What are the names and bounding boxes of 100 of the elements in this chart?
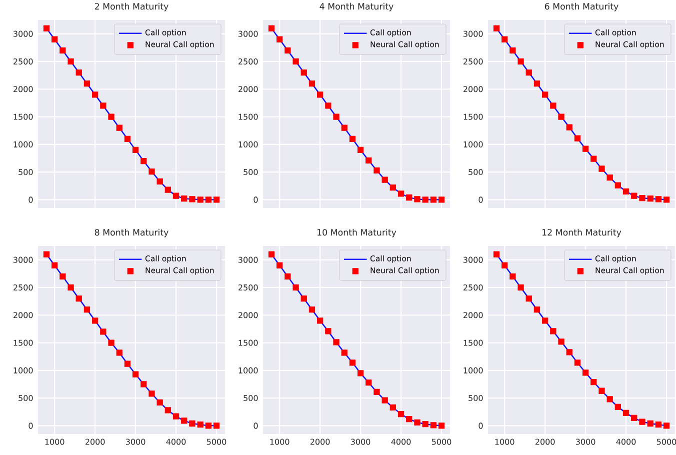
point xyxy=(52,262,58,268)
point xyxy=(317,92,324,98)
point xyxy=(268,25,275,32)
point xyxy=(357,146,364,154)
x-tick-label: 4000 xyxy=(391,438,411,445)
y-tick-label: 500 xyxy=(468,169,483,176)
point xyxy=(574,360,581,366)
chart-title: 8 Month Maturity xyxy=(94,228,168,238)
x-tick-label: 3000 xyxy=(350,438,370,445)
chart-title: 4 Month Maturity xyxy=(320,2,394,12)
y-tick-label: 1500 xyxy=(14,114,33,120)
y-tick-label: 2000 xyxy=(238,86,258,92)
y-tick-label: 1000 xyxy=(238,141,258,148)
point xyxy=(189,420,196,427)
point xyxy=(60,273,66,280)
point xyxy=(140,381,147,388)
x-tick-label: 4000 xyxy=(616,438,636,445)
point xyxy=(566,124,572,130)
point xyxy=(614,182,621,188)
point xyxy=(276,36,283,42)
point xyxy=(341,124,348,131)
point xyxy=(526,69,532,76)
point xyxy=(631,414,638,422)
point xyxy=(422,420,428,428)
point xyxy=(614,404,621,410)
point xyxy=(493,25,500,32)
point xyxy=(518,58,524,65)
point xyxy=(390,184,396,191)
point xyxy=(655,196,662,202)
point xyxy=(92,318,98,324)
point xyxy=(606,174,613,181)
point xyxy=(406,416,412,422)
point xyxy=(558,338,564,345)
point xyxy=(300,295,307,302)
y-tick-label: 2500 xyxy=(238,284,258,290)
point xyxy=(156,178,163,185)
point xyxy=(542,92,548,98)
y-tick-label: 2500 xyxy=(464,284,483,290)
point xyxy=(300,69,307,76)
point xyxy=(292,284,299,291)
y-tick-label: 1000 xyxy=(14,367,33,374)
point xyxy=(172,192,180,199)
point xyxy=(606,396,613,402)
point xyxy=(430,196,436,203)
y-tick-label: 500 xyxy=(244,169,258,176)
point xyxy=(582,370,589,376)
point xyxy=(655,422,662,428)
point xyxy=(341,350,348,356)
point xyxy=(558,114,564,120)
point xyxy=(622,410,630,416)
point xyxy=(325,328,332,334)
point xyxy=(502,262,508,268)
point xyxy=(317,318,324,324)
y-tick-label: 2000 xyxy=(14,312,33,318)
point xyxy=(574,135,581,142)
y-tick-label: 2000 xyxy=(14,86,33,92)
point xyxy=(382,176,388,183)
y-tick-label: 2500 xyxy=(464,58,483,64)
x-tick-label: 5000 xyxy=(656,438,676,445)
point xyxy=(374,167,380,174)
point xyxy=(366,380,372,386)
point xyxy=(550,102,556,109)
y-tick-label: 2000 xyxy=(464,86,483,92)
point xyxy=(349,136,356,142)
x-tick-label: 1000 xyxy=(495,438,514,445)
x-tick-label: 1000 xyxy=(270,438,290,445)
point xyxy=(108,340,114,346)
point xyxy=(622,188,630,194)
point xyxy=(406,194,412,201)
y-tick-label: 1000 xyxy=(464,141,483,148)
chart-title: 2 Month Maturity xyxy=(94,2,168,12)
point xyxy=(398,190,404,197)
y-tick-label: 1500 xyxy=(14,340,33,346)
point xyxy=(598,388,605,394)
point xyxy=(116,124,122,131)
point xyxy=(108,114,114,120)
point xyxy=(502,36,508,42)
point xyxy=(276,262,283,268)
point xyxy=(663,422,670,429)
point xyxy=(422,196,428,203)
point xyxy=(550,328,556,334)
point xyxy=(124,136,131,142)
point xyxy=(156,399,163,406)
point xyxy=(414,196,420,202)
x-tick-label: 2000 xyxy=(310,438,330,445)
point xyxy=(510,273,516,280)
point xyxy=(518,284,524,291)
point xyxy=(181,418,188,424)
point xyxy=(164,407,171,414)
x-tick-label: 4000 xyxy=(166,438,186,445)
x-tick-label: 2000 xyxy=(85,438,105,445)
point xyxy=(390,404,396,411)
y-tick-label: 3000 xyxy=(238,256,258,263)
point xyxy=(84,80,90,87)
point xyxy=(284,47,291,54)
point xyxy=(639,418,646,425)
point xyxy=(582,146,589,152)
point xyxy=(205,196,212,203)
point xyxy=(598,166,605,172)
point xyxy=(181,196,188,202)
